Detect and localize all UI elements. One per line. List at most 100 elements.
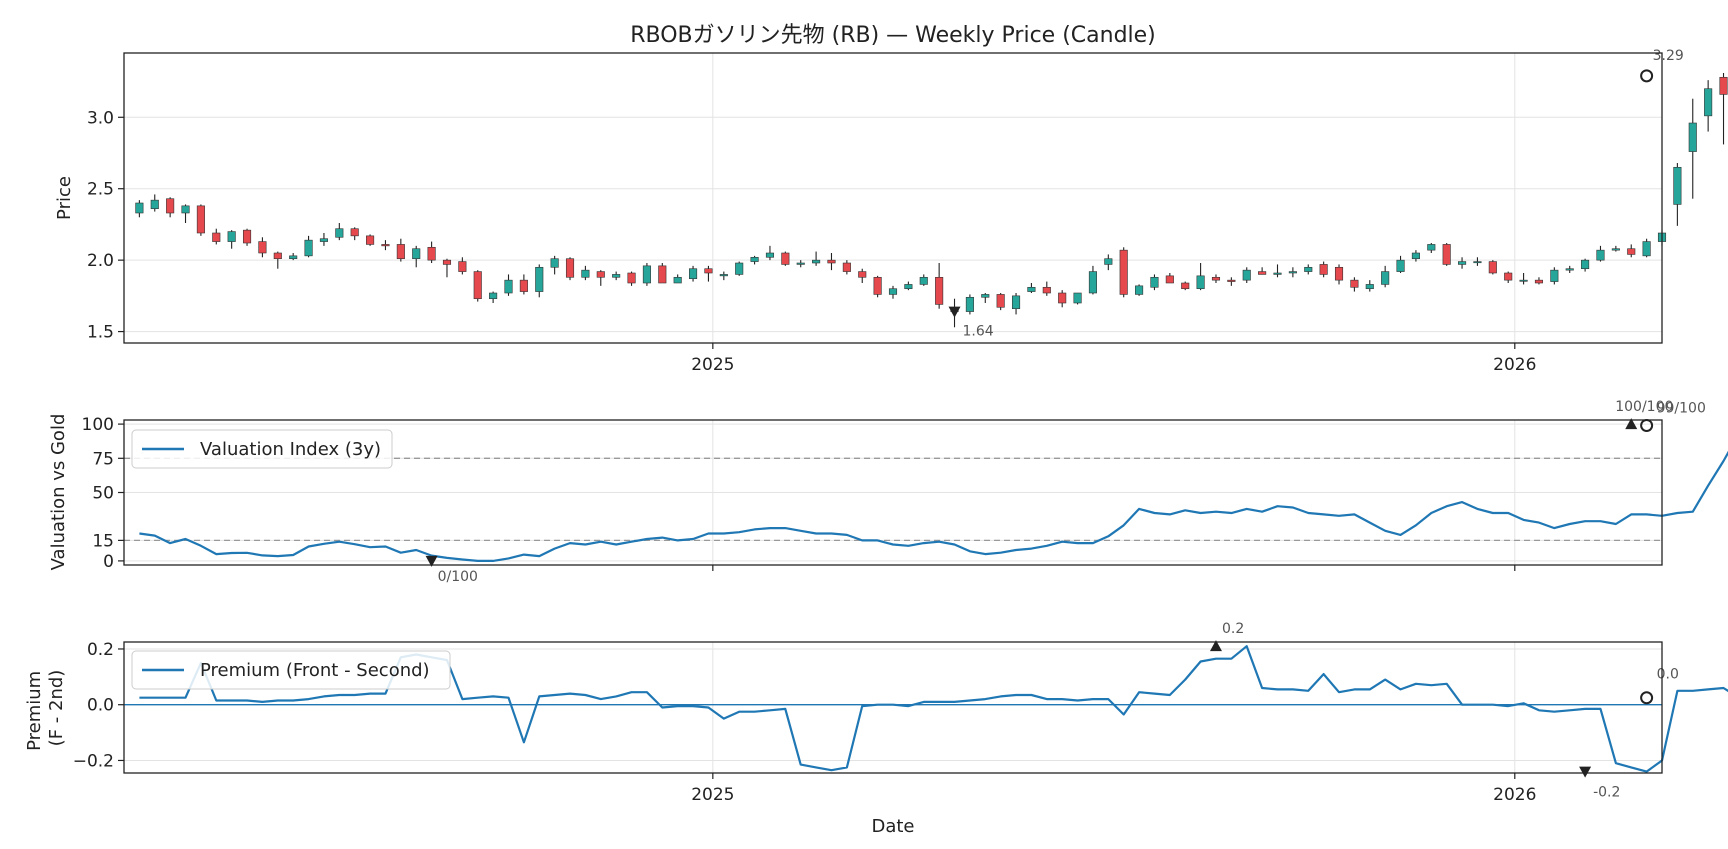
candle-body (612, 274, 621, 278)
x-tick-label: 2026 (1493, 785, 1536, 805)
candle-body (1350, 279, 1359, 288)
candle-body (1273, 272, 1282, 275)
y-tick-label: 15 (92, 531, 114, 551)
marker-triangle-up (1625, 418, 1638, 430)
y-tick-label: 1.5 (87, 323, 114, 343)
candle-body (1581, 259, 1590, 270)
annotation-label: 1.64 (963, 324, 994, 340)
candle-body (1442, 244, 1451, 265)
candle-body (150, 199, 159, 210)
candle-body (504, 279, 513, 294)
candle-body (1288, 271, 1297, 274)
candle-body (565, 258, 575, 278)
candle-body (1719, 76, 1728, 95)
candle-body (1181, 282, 1190, 290)
candle-body (366, 235, 375, 245)
marker-circle (1640, 418, 1654, 432)
candle-body (304, 239, 313, 257)
candle-body (381, 244, 390, 247)
candle-body (1704, 88, 1713, 117)
candle-body (1119, 249, 1128, 295)
candle-body (135, 202, 144, 214)
candle-body (581, 269, 590, 278)
marker-circle (1640, 691, 1654, 705)
candle-body (289, 255, 298, 260)
candle-body (1135, 285, 1144, 295)
candle-body (1258, 271, 1267, 275)
candle-body (1334, 266, 1344, 281)
candle-body (181, 205, 190, 214)
candle-body (888, 288, 898, 295)
candle-body (1611, 248, 1620, 251)
candle-body (750, 256, 759, 262)
candle-body (1627, 248, 1636, 255)
candle-body (1058, 292, 1067, 304)
candle-body (473, 271, 482, 300)
candle-body (1211, 276, 1221, 281)
candle-body (1688, 122, 1697, 152)
candle-body (842, 262, 851, 272)
marker-triangle-down (948, 306, 961, 318)
y-tick-label: 75 (92, 449, 114, 469)
candle-body (996, 294, 1005, 308)
candle-body (412, 248, 421, 260)
candle-body (1550, 269, 1559, 282)
candle-body (273, 252, 282, 260)
candle-body (1642, 241, 1651, 257)
price-y-axis-label: Price (54, 176, 75, 220)
marker-triangle-down (425, 555, 438, 567)
annotation-label: 100/100 (1615, 399, 1673, 415)
y-tick-label: 0 (103, 552, 114, 572)
annotation-label: -0.2 (1593, 785, 1620, 801)
premium-legend-label: Premium (Front - Second) (200, 660, 430, 681)
candle-body (781, 252, 790, 265)
candle-body (1427, 244, 1436, 251)
valuation-legend-label: Valuation Index (3y) (200, 439, 381, 460)
axis-ticks: 1.5 2.0 2.5 3.0 2025 2026 015 50 75 100 −0.2 0.0 0.2… (73, 108, 1537, 805)
candlestick-series (135, 73, 1728, 328)
valuation-legend: Valuation Index (3y) (131, 429, 393, 469)
y-tick-label: 2.5 (87, 180, 114, 200)
candle-body (812, 259, 821, 264)
price-panel-frame (123, 52, 1663, 344)
candle-body (196, 205, 205, 234)
candle-body (596, 271, 605, 278)
candle-body (1196, 275, 1205, 290)
candle-body (904, 284, 913, 290)
candle-body (689, 268, 698, 280)
candle-body (1365, 284, 1374, 290)
x-axis-label: Date (871, 816, 914, 837)
candle-body (935, 276, 944, 305)
candle-body (350, 228, 359, 237)
candle-body (965, 296, 974, 312)
candle-body (627, 272, 636, 284)
candle-body (1304, 266, 1313, 272)
candle-body (1488, 261, 1497, 274)
candle-body (396, 244, 405, 260)
y-tick-label: 0.0 (87, 696, 114, 716)
candle-body (658, 265, 667, 284)
candle-body (1042, 286, 1051, 294)
candle-body (1396, 259, 1405, 272)
candle-body (1534, 279, 1544, 284)
valuation-line-plot (124, 450, 1728, 563)
premium-panel-frame (123, 641, 1663, 774)
candle-body (1027, 286, 1036, 292)
x-tick-label: 2026 (1493, 355, 1536, 375)
candle-body (1381, 271, 1390, 285)
candle-body (642, 265, 651, 284)
candle-body (1519, 279, 1528, 282)
candle-body (1673, 166, 1682, 205)
candle-body (873, 276, 882, 295)
annotation-label: 99/100 (1657, 400, 1706, 416)
candle-body (535, 266, 544, 292)
candle-body (1150, 276, 1159, 288)
annotation-label: 0.0 (1657, 667, 1679, 683)
candle-body (827, 259, 836, 264)
candle-body (427, 246, 436, 261)
y-tick-label: 50 (92, 484, 114, 504)
candle-body (335, 228, 344, 238)
candle-body (1319, 264, 1328, 275)
candle-body (1227, 279, 1236, 282)
candle-body (981, 294, 990, 298)
